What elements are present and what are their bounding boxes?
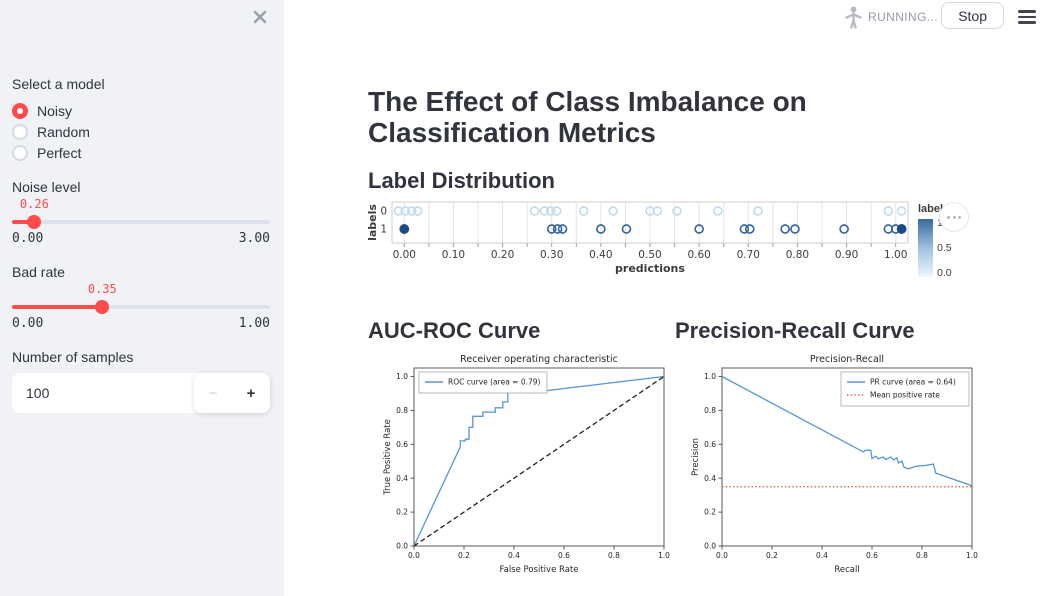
svg-text:Mean positive rate: Mean positive rate	[870, 391, 940, 400]
samples-label: Number of samples	[12, 349, 134, 365]
noise-level-slider: Noise level 0.26 0.00 3.00	[12, 179, 270, 246]
radio-option-random[interactable]: Random	[12, 121, 270, 142]
label-distribution-heading: Label Distribution	[368, 168, 555, 193]
bad-rate-label: Bad rate	[12, 264, 65, 280]
page-title: The Effect of Class Imbalance on Classif…	[368, 86, 807, 148]
radio-unselected-icon	[12, 123, 28, 140]
roc-figure: Receiver operating characteristic 0.0 0.2 0…	[383, 354, 670, 575]
bad-rate-max: 1.00	[238, 316, 270, 331]
svg-text:1.0: 1.0	[966, 551, 978, 560]
stop-button[interactable]: Stop	[941, 2, 1004, 29]
svg-text:1.0: 1.0	[658, 551, 670, 560]
svg-text:Recall: Recall	[834, 565, 859, 575]
svg-text:False Positive Rate: False Positive Rate	[500, 565, 579, 575]
radio-unselected-icon	[12, 144, 28, 161]
svg-text:0.40: 0.40	[589, 249, 612, 261]
svg-text:1.0: 1.0	[396, 372, 408, 381]
svg-text:0.70: 0.70	[737, 249, 760, 261]
svg-text:0.30: 0.30	[540, 249, 563, 261]
samples-input-field[interactable]: 100	[26, 385, 50, 401]
svg-text:Receiver operating characteris: Receiver operating characteristic	[460, 354, 618, 365]
svg-text:0.6: 0.6	[704, 440, 716, 449]
model-select-label: Select a model	[12, 76, 105, 92]
svg-text:0.8: 0.8	[396, 406, 408, 415]
svg-text:0: 0	[380, 206, 387, 218]
samples-decrement-button[interactable]: −	[194, 373, 232, 413]
status-running-label: RUNNING...	[868, 10, 938, 24]
pr-heading: Precision-Recall Curve	[675, 318, 915, 343]
samples-increment-button[interactable]: +	[232, 373, 270, 413]
svg-text:PR curve (area = 0.64): PR curve (area = 0.64)	[870, 378, 956, 387]
noise-level-thumb[interactable]	[27, 215, 42, 229]
svg-text:0.8: 0.8	[608, 551, 620, 560]
svg-text:0.80: 0.80	[786, 249, 809, 261]
radio-label: Noisy	[37, 102, 73, 119]
svg-text:0.0: 0.0	[704, 542, 716, 551]
svg-text:predictions: predictions	[615, 262, 685, 275]
legend-gradient-bar	[918, 219, 933, 277]
svg-text:0.00: 0.00	[393, 249, 416, 261]
bad-rate-thumb[interactable]	[95, 300, 110, 314]
radio-option-noisy[interactable]: Noisy	[12, 100, 270, 121]
svg-text:Precision-Recall: Precision-Recall	[810, 354, 884, 365]
svg-text:True Positive Rate: True Positive Rate	[383, 419, 393, 496]
svg-text:0.60: 0.60	[687, 249, 710, 261]
noise-level-max: 3.00	[238, 231, 270, 246]
sidebar-close-icon[interactable]	[250, 7, 270, 27]
svg-text:0.20: 0.20	[491, 249, 514, 261]
svg-text:0.2: 0.2	[396, 508, 408, 517]
radio-selected-icon	[12, 102, 28, 119]
svg-text:0.0: 0.0	[408, 551, 420, 560]
svg-text:0.8: 0.8	[916, 551, 928, 560]
svg-text:0.4: 0.4	[508, 551, 520, 560]
bad-rate-slider: Bad rate 0.35 0.00 1.00	[12, 264, 270, 331]
svg-text:0.50: 0.50	[638, 249, 661, 261]
model-radio-group: Noisy Random Perfect	[12, 100, 270, 163]
svg-text:labels: labels	[368, 204, 379, 241]
radio-label: Random	[37, 123, 90, 140]
svg-text:0.4: 0.4	[396, 474, 408, 483]
svg-text:0.8: 0.8	[704, 406, 716, 415]
bad-rate-value: 0.35	[87, 282, 117, 296]
legend-tick: 0.5	[937, 242, 952, 254]
roc-heading: AUC-ROC Curve	[368, 318, 541, 343]
svg-text:0.6: 0.6	[396, 440, 408, 449]
svg-text:0.10: 0.10	[442, 249, 465, 261]
hamburger-menu-icon[interactable]	[1016, 7, 1038, 27]
noise-level-value: 0.26	[19, 197, 49, 211]
svg-text:1.0: 1.0	[704, 372, 716, 381]
legend-tick: 0.0	[937, 267, 952, 279]
svg-text:0.2: 0.2	[766, 551, 778, 560]
sidebar: Select a model Noisy Random Perfect Nois…	[0, 0, 284, 596]
label-distribution-chart: 0.00 0.10 0.20 0.30 0.40 0.50 0.60 0.70 0.80 0.90…	[366, 198, 988, 279]
svg-text:ROC curve (area = 0.79): ROC curve (area = 0.79)	[448, 378, 541, 387]
svg-text:0.2: 0.2	[458, 551, 470, 560]
main-content: The Effect of Class Imbalance on Classif…	[366, 0, 988, 596]
svg-text:0.0: 0.0	[396, 542, 408, 551]
running-man-icon	[845, 6, 862, 34]
noise-level-track[interactable]	[12, 215, 270, 229]
svg-text:0.6: 0.6	[866, 551, 878, 560]
svg-text:0.6: 0.6	[558, 551, 570, 560]
noise-level-label: Noise level	[12, 179, 81, 195]
noise-level-min: 0.00	[12, 231, 44, 246]
bad-rate-track[interactable]	[12, 300, 270, 314]
samples-number-input: 100 − +	[12, 373, 270, 413]
svg-text:0.0: 0.0	[716, 551, 728, 560]
strip-plot: 0.00 0.10 0.20 0.30 0.40 0.50 0.60 0.70 0.80 0.90…	[366, 201, 909, 275]
svg-text:0.2: 0.2	[704, 508, 716, 517]
svg-text:0.4: 0.4	[816, 551, 828, 560]
svg-text:1.00: 1.00	[884, 249, 907, 261]
svg-text:0.4: 0.4	[704, 474, 716, 483]
bad-rate-min: 0.00	[12, 316, 44, 331]
radio-label: Perfect	[37, 144, 82, 161]
chart-options-menu-button[interactable]	[939, 202, 969, 232]
svg-text:1: 1	[380, 224, 387, 236]
svg-text:Precision: Precision	[691, 438, 701, 476]
radio-option-perfect[interactable]: Perfect	[12, 142, 270, 163]
pr-figure: Precision-Recall 0.0 0.2 0.4 0.6 0.8 1.0 0.0 0.2…	[691, 354, 978, 575]
svg-text:0.90: 0.90	[835, 249, 858, 261]
